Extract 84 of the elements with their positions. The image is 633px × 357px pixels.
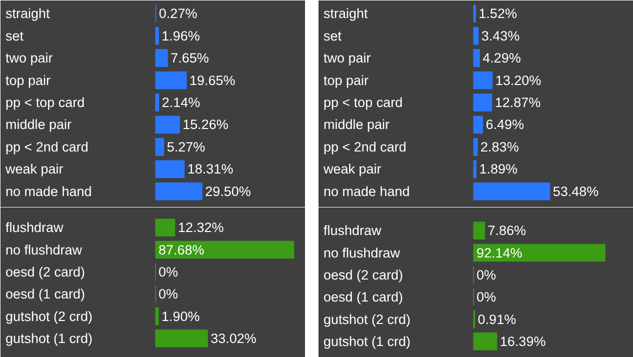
data-label: 19.65% bbox=[190, 72, 236, 88]
bar bbox=[155, 240, 294, 259]
bar bbox=[155, 26, 159, 45]
bar bbox=[155, 160, 185, 178]
y-tick-label: straight bbox=[6, 6, 50, 22]
bar bbox=[473, 94, 492, 112]
data-label: 4.29% bbox=[482, 50, 521, 66]
y-tick-label: weak pair bbox=[322, 162, 382, 177]
y-tick-label: gutshot (2 crd) bbox=[324, 312, 411, 327]
y-tick-label: gutshot (1 crd) bbox=[6, 330, 93, 346]
data-label: 13.20% bbox=[495, 72, 542, 88]
bar bbox=[473, 244, 606, 262]
y-tick-label: weak pair bbox=[4, 162, 64, 177]
data-label: 1.90% bbox=[162, 308, 200, 324]
y-tick-label: oesd (1 card) bbox=[324, 290, 404, 305]
data-label: 12.32% bbox=[178, 220, 224, 236]
y-tick-label: middle pair bbox=[324, 117, 390, 132]
data-label: 16.39% bbox=[500, 334, 546, 349]
y-tick-label: middle pair bbox=[6, 117, 72, 132]
data-label: 5.27% bbox=[166, 139, 206, 154]
data-label: 53.48% bbox=[552, 184, 599, 199]
data-label: 6.49% bbox=[486, 117, 524, 132]
y-tick-label: set bbox=[324, 28, 342, 44]
data-label: 15.26% bbox=[182, 117, 228, 132]
y-tick-label: straight bbox=[324, 6, 368, 22]
y-tick-label: set bbox=[6, 28, 24, 44]
y-tick-label: top pair bbox=[324, 72, 370, 88]
y-tick-label: top pair bbox=[6, 72, 52, 88]
data-label: 33.02% bbox=[210, 330, 256, 346]
data-label: 0% bbox=[158, 264, 178, 280]
data-label: 1.96% bbox=[162, 28, 200, 44]
y-tick-label: gutshot (1 crd) bbox=[324, 334, 411, 349]
bar bbox=[155, 94, 160, 112]
bar bbox=[155, 138, 164, 156]
data-label: 0% bbox=[476, 290, 496, 305]
bar bbox=[473, 26, 479, 45]
bar bbox=[473, 182, 550, 200]
bar bbox=[155, 218, 176, 236]
data-label: 7.65% bbox=[170, 50, 209, 66]
y-tick-label: no made hand bbox=[324, 184, 410, 199]
data-label: 7.86% bbox=[488, 223, 526, 238]
data-label: 0% bbox=[158, 286, 178, 302]
data-label: 87.68% bbox=[158, 242, 204, 258]
y-tick-label: no flushdraw bbox=[324, 245, 400, 260]
y-tick-label: pp < top card bbox=[6, 95, 85, 110]
y-tick-label: no made hand bbox=[6, 184, 92, 199]
y-tick-label: oesd (1 card) bbox=[6, 286, 86, 302]
data-label: 29.50% bbox=[205, 184, 251, 199]
y-tick-label: flushdraw bbox=[324, 223, 382, 238]
data-label: 2.83% bbox=[480, 139, 519, 154]
y-tick-label: two pair bbox=[6, 50, 54, 66]
data-label: 92.14% bbox=[476, 245, 522, 260]
bar bbox=[473, 71, 493, 90]
bar bbox=[155, 182, 202, 200]
data-label: 0% bbox=[476, 267, 496, 282]
data-label: 2.14% bbox=[162, 95, 200, 110]
y-tick-label: pp < top card bbox=[324, 95, 403, 110]
bar bbox=[473, 4, 476, 23]
y-tick-label: two pair bbox=[324, 50, 372, 66]
y-tick-label: pp < 2nd card bbox=[324, 139, 406, 154]
bar bbox=[473, 116, 484, 134]
bar bbox=[155, 307, 159, 326]
bar bbox=[473, 138, 478, 156]
bar bbox=[155, 116, 180, 134]
bar bbox=[155, 330, 208, 348]
bar bbox=[155, 71, 187, 90]
y-tick-label: oesd (2 card) bbox=[324, 267, 404, 282]
data-label: 1.52% bbox=[478, 6, 517, 22]
data-label: 3.43% bbox=[481, 28, 520, 44]
bar bbox=[473, 332, 498, 350]
y-tick-label: oesd (2 card) bbox=[6, 264, 86, 280]
bar bbox=[473, 49, 480, 67]
y-tick-label: no flushdraw bbox=[6, 242, 82, 258]
y-tick-label: pp < 2nd card bbox=[6, 139, 88, 154]
bar bbox=[473, 160, 476, 178]
y-tick-label: gutshot (2 crd) bbox=[6, 308, 93, 324]
data-label: 18.31% bbox=[187, 162, 234, 177]
data-label: 0.27% bbox=[158, 6, 198, 22]
y-tick-label: flushdraw bbox=[6, 220, 64, 236]
data-label: 12.87% bbox=[494, 95, 541, 110]
data-label: 1.89% bbox=[479, 162, 518, 177]
bar bbox=[473, 222, 485, 240]
data-label: 0.91% bbox=[478, 312, 516, 327]
bar bbox=[155, 49, 168, 67]
